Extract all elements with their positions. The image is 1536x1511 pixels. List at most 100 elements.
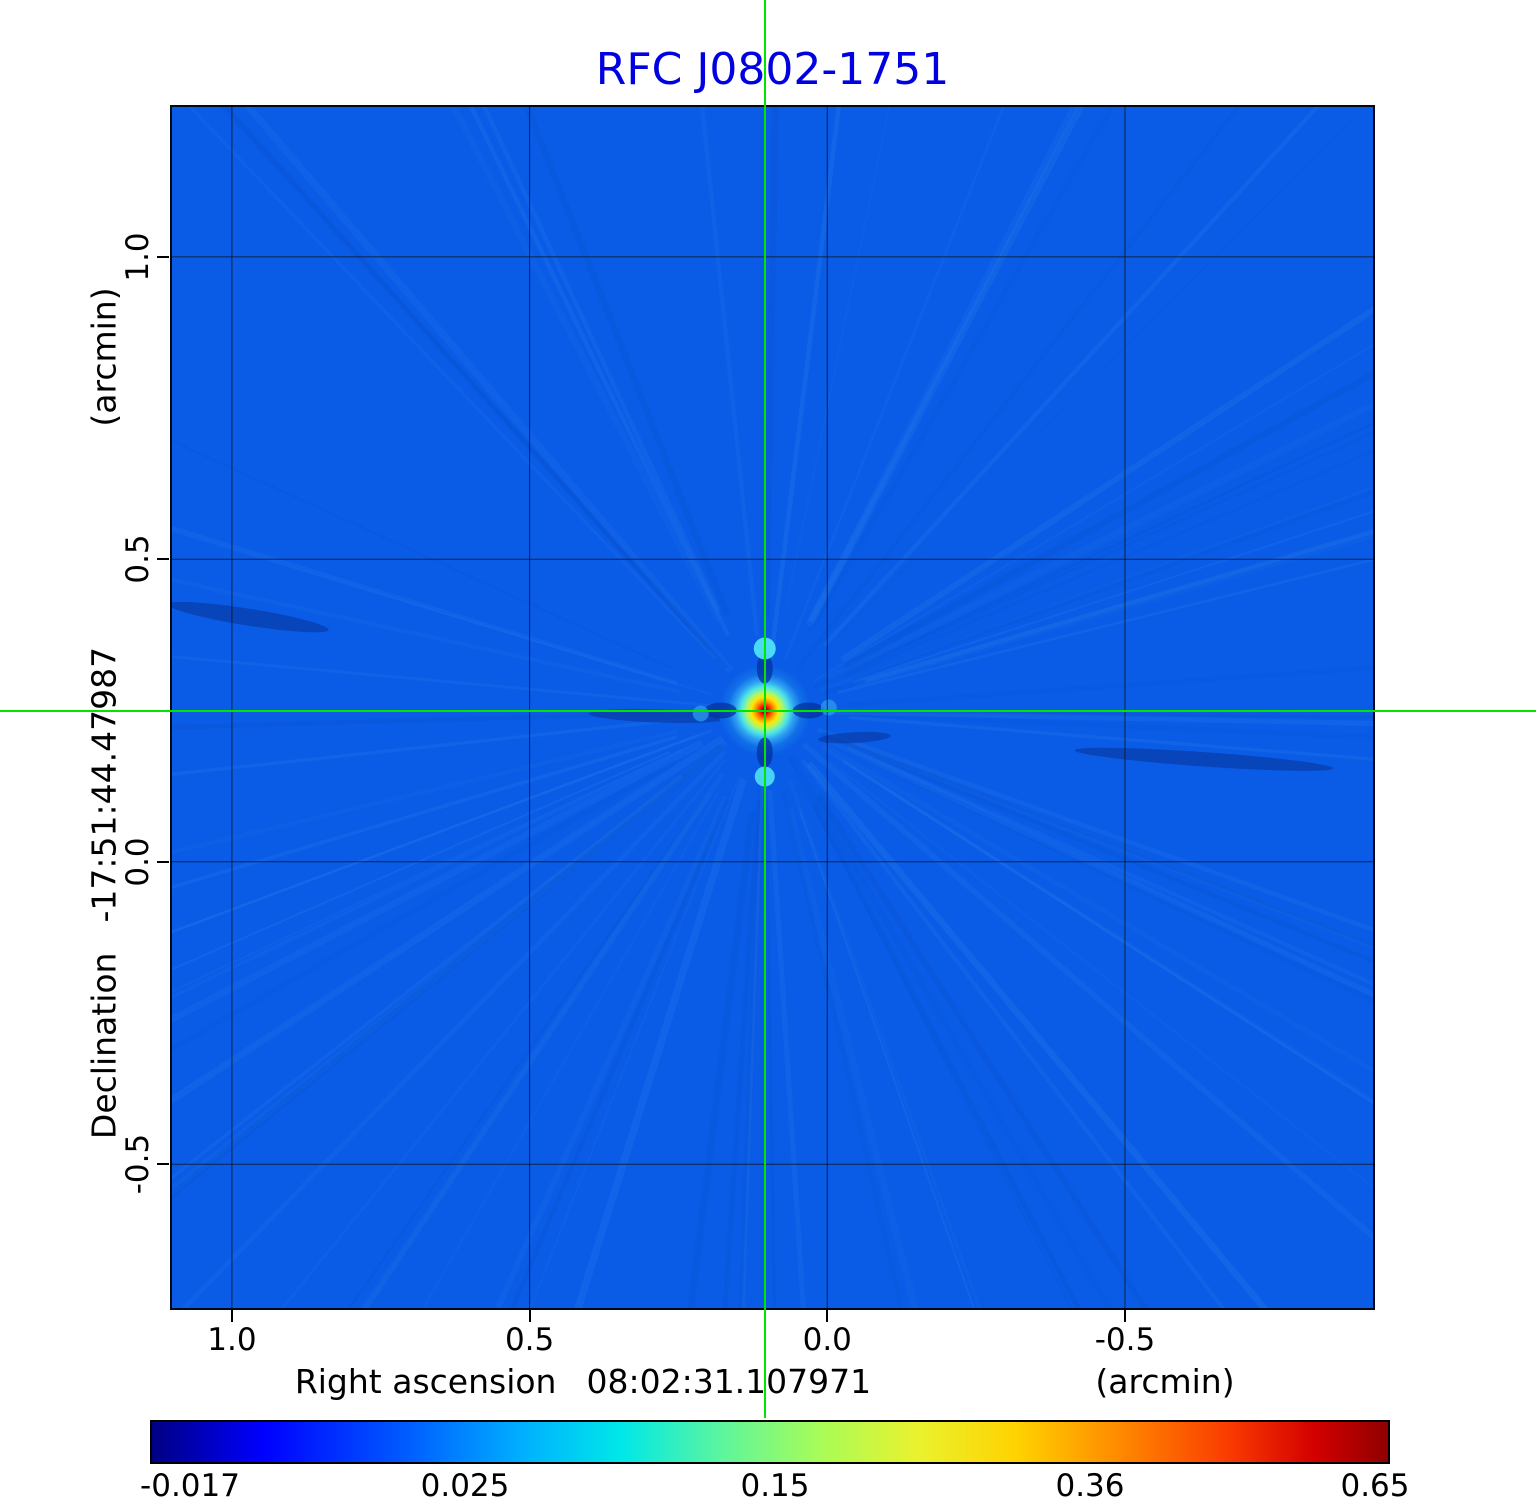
sidelobe-bright [692,705,709,722]
noise-ray [359,792,712,1310]
dark-streak [1074,747,1334,771]
noise-ray [821,742,1375,1075]
noise-ray [852,509,1375,683]
noise-ray [783,105,1006,661]
noise-ray [509,797,730,1310]
noise-ray [170,525,678,686]
y-axis-name: Declination [84,952,124,1140]
noise-ray [864,528,1375,684]
noise-ray [801,742,1375,1243]
colorbar-tick-label: 0.025 [420,1468,510,1504]
noise-ray [816,727,1375,933]
noise-ray [801,759,1227,1310]
noise-ray [170,735,677,890]
noise-ray [170,729,713,935]
noise-ray [170,739,729,1197]
noise-ray [813,342,1375,682]
noise-ray [170,715,705,777]
noise-ray [846,665,1375,708]
noise-ray [847,746,1375,987]
noise-ray [170,774,683,1182]
noise-ray [762,105,779,618]
noise-ray [170,743,724,1201]
noise-ray [787,778,982,1310]
x-tick-label: 1.0 [207,1322,257,1358]
noise-ray [840,305,1375,663]
noise-ray [826,399,1375,682]
noise-ray [822,746,1375,1104]
noise-ray [170,748,684,1000]
x-tick-label: 0.0 [802,1322,852,1358]
noise-ray [820,731,1375,965]
noise-ray [808,105,1086,624]
y-axis-tick [157,255,169,258]
y-tick-label: 0.0 [120,837,156,887]
noise-ray [842,448,1375,679]
noise-ray [822,735,1375,1006]
dark-streak [170,601,329,633]
noise-ray [279,759,726,1310]
noise-ray [842,759,1375,1106]
crosshair-horizontal-line [0,710,1536,712]
noise-ray [493,795,729,1310]
y-axis-tick [157,558,169,561]
noise-ray [170,735,725,1106]
noise-ray [170,654,715,708]
noise-ray [170,733,700,934]
noise-ray [829,760,1375,1191]
noise-ray [170,729,678,855]
y-axis-unit-label: (arcmin) [84,287,124,427]
noise-ray [853,530,1375,689]
noise-ray [806,761,1271,1310]
chart-title: RFC J0802-1751 [595,44,950,95]
noise-ray [222,105,729,670]
colorbar-tick-label: -0.017 [140,1468,240,1504]
noise-ray [361,772,725,1310]
colorbar-tick-label: 0.15 [740,1468,810,1504]
noise-ray [823,527,1375,696]
noise-ray [788,758,1074,1310]
noise-ray [787,754,1115,1310]
noise-ray [822,105,1322,648]
noise-ray [811,803,1083,1310]
y-tick-label: 1.0 [120,232,156,282]
noise-ray [218,105,713,652]
noise-ray [170,711,663,730]
colorbar-tick-label: 0.65 [1340,1468,1410,1504]
noise-ray [796,105,1243,669]
noise-ray [855,709,1375,719]
noise-ray [170,740,704,1025]
noise-ray [816,794,1150,1310]
noise-ray [825,709,1375,727]
heatmap-image [170,105,1375,1310]
noise-ray [481,105,721,613]
y-axis-tick [157,1163,169,1166]
noise-ray [722,798,762,1310]
noise-ray [849,715,1375,761]
x-axis-tick [1123,1310,1126,1322]
noise-ray [825,736,1375,999]
noise-ray [798,809,976,1310]
noise-ray [805,105,1079,627]
x-axis-tick [826,1310,829,1322]
noise-ray [845,429,1375,675]
plot-frame [170,105,1375,1310]
noise-ray [686,810,756,1310]
noise-ray [738,776,766,1310]
noise-ray [813,421,1375,689]
noise-ray [780,790,904,1310]
x-axis-name: Right ascension [294,1362,557,1401]
noise-ray [839,711,1375,740]
dark-streak [588,708,728,723]
noise-ray [449,105,722,623]
noise-ray [528,775,741,1310]
noise-ray [764,806,777,1310]
noise-ray [840,737,1375,950]
noise-ray [741,768,765,1310]
colorbar-tick-label: 0.36 [1055,1468,1125,1504]
y-tick-label: 0.5 [120,534,156,584]
noise-ray [179,750,727,1310]
crosshair-vertical-line [764,0,766,1418]
noise-ray [467,105,731,637]
noise-ray [699,105,760,637]
